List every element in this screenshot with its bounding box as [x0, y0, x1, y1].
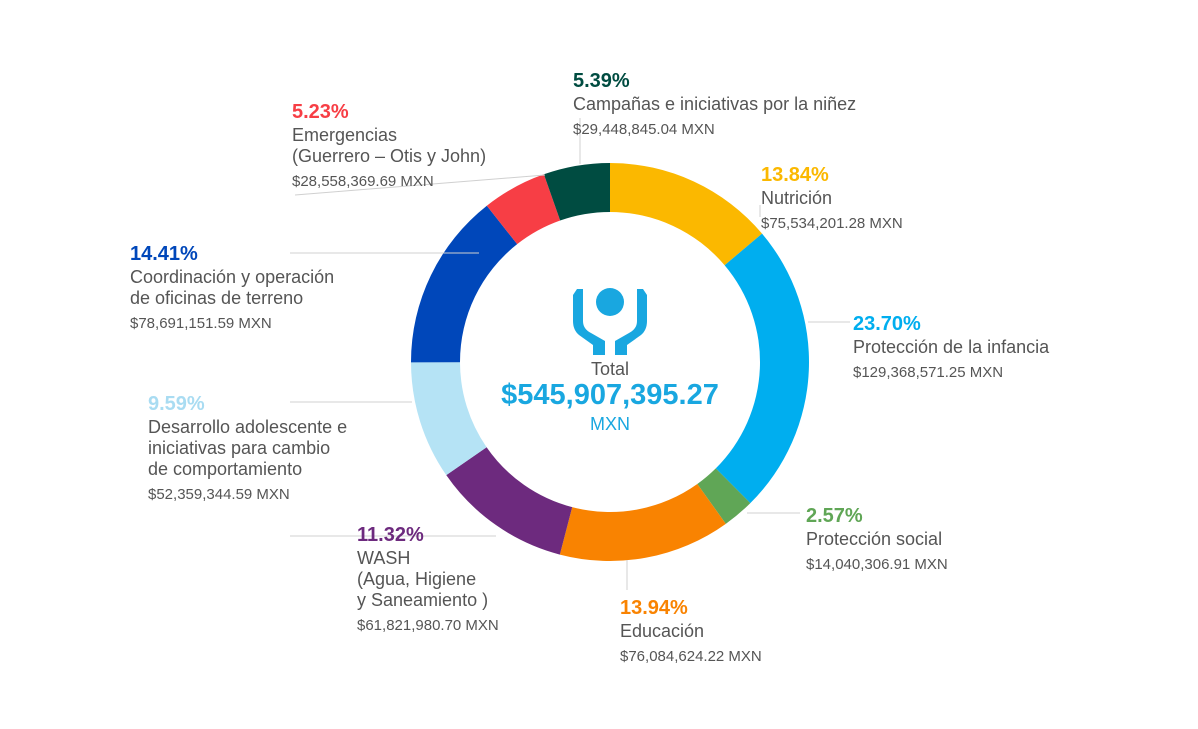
label-proteccion-social: 2.57% Protección social $14,040,306.91 MXN: [806, 505, 948, 574]
label-nutricion: 13.84% Nutrición $75,534,201.28 MXN: [761, 164, 903, 233]
label-wash: 11.32% WASH (Agua, Higiene y Saneamiento …: [357, 524, 499, 635]
slice-name: Educación: [620, 620, 705, 641]
slice-name: Desarrollo adolescente e iniciativas par…: [148, 416, 348, 480]
slice-percent: 13.84%: [761, 164, 829, 186]
slice-educacion: [559, 483, 726, 561]
slice-name: Coordinación y operación de oficinas de …: [130, 266, 335, 308]
slice-name: Protección social: [806, 528, 943, 549]
slice-nutricion: [610, 163, 763, 266]
label-adolescente: 9.59% Desarrollo adolescente e iniciativa…: [148, 393, 347, 504]
slice-adolescente: [411, 362, 487, 476]
slice-percent: 13.94%: [620, 597, 688, 619]
label-campanas: 5.39% Campañas e iniciativas por la niñez…: [573, 70, 856, 139]
slice-amount: $76,084,624.22 MXN: [620, 647, 762, 665]
total-value: $545,907,395.27: [501, 379, 719, 411]
slice-amount: $78,691,151.59 MXN: [130, 315, 272, 333]
slice-percent: 5.39%: [573, 70, 630, 92]
slice-emergencias: [486, 174, 561, 245]
total-label: Total: [590, 359, 630, 379]
label-proteccion-infancia: 23.70% Protección de la infancia $129,368,…: [853, 313, 1049, 382]
slice-proteccion-social: [697, 468, 751, 524]
slice-percent: 23.70%: [853, 313, 921, 335]
leader-line: [294, 174, 546, 196]
slice-amount: $61,821,980.70 MXN: [357, 617, 499, 635]
slice-percent: 5.23%: [292, 101, 349, 123]
slice-campanas: [543, 163, 610, 221]
slice-name: Protección de la infancia: [853, 336, 1050, 357]
hands-child-icon: [573, 288, 647, 355]
chart-center: Total $545,907,395.27 MXN: [490, 285, 730, 435]
slice-amount: $14,040,306.91 MXN: [806, 555, 948, 573]
slice-coordinacion: [411, 205, 518, 363]
slice-proteccion-infancia: [715, 233, 810, 504]
slice-name: Emergencias (Guerrero – Otis y John): [292, 124, 487, 166]
slice-percent: 14.41%: [130, 243, 198, 265]
slice-percent: 2.57%: [806, 505, 863, 527]
slice-percent: 11.32%: [357, 524, 424, 546]
slice-percent: 9.59%: [148, 393, 205, 415]
slice-wash: [446, 447, 573, 555]
slice-amount: $28,558,369.69 MXN: [292, 173, 434, 191]
slice-amount: $29,448,845.04 MXN: [573, 120, 715, 138]
slice-amount: $75,534,201.28 MXN: [761, 214, 903, 232]
label-emergencias: 5.23% Emergencias (Guerrero – Otis y John…: [292, 101, 486, 191]
slice-name: Campañas e iniciativas por la niñez: [573, 93, 857, 114]
label-educacion: 13.94% Educación $76,084,624.22 MXN: [620, 597, 762, 666]
slice-amount: $52,359,344.59 MXN: [148, 486, 290, 504]
slice-name: Nutrición: [761, 187, 833, 208]
total-unit: MXN: [590, 414, 630, 435]
slice-name: WASH (Agua, Higiene y Saneamiento ): [357, 547, 489, 611]
slice-amount: $129,368,571.25 MXN: [853, 363, 1004, 381]
label-coordinacion: 14.41% Coordinación y operación de oficin…: [130, 243, 334, 333]
